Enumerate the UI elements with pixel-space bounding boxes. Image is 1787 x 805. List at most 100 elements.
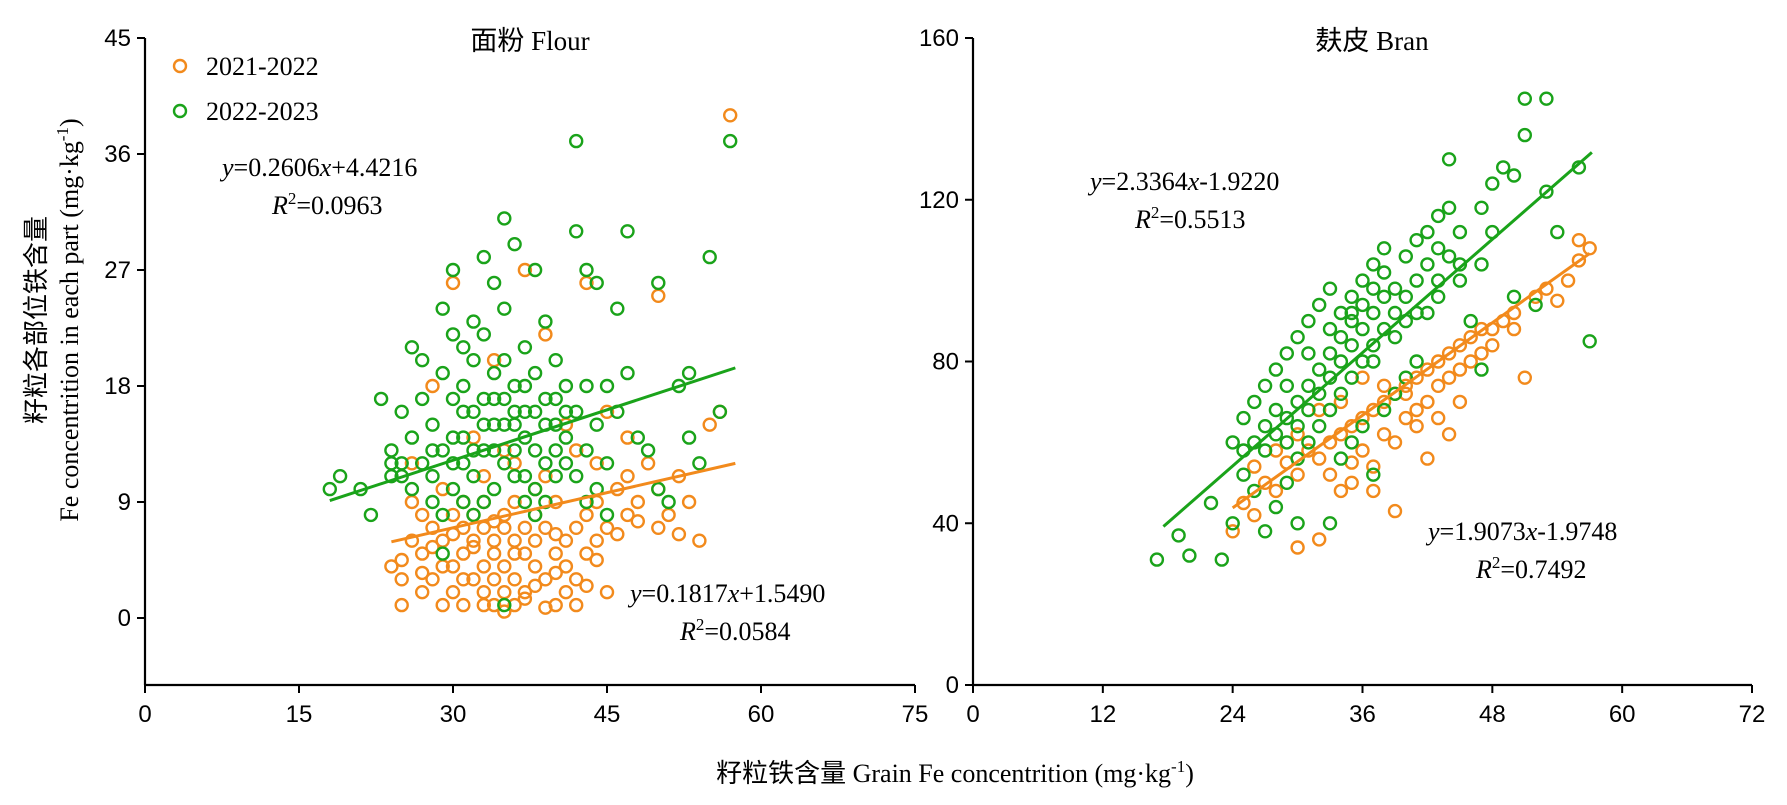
bran-point-2021-2022: [1366, 459, 1381, 474]
flour-point-2021-2022: [456, 546, 471, 561]
bran-point-2022-2023: [1539, 184, 1554, 199]
flour-point-2021-2022: [651, 288, 666, 303]
flour-point-2022-2023: [527, 262, 543, 278]
flour-orange-eq-y: y: [627, 579, 642, 608]
bran-green-r2: R2=0.5513: [1134, 203, 1246, 234]
bran-point-2021-2022: [1430, 410, 1446, 426]
flour-point-2022-2023: [476, 249, 491, 265]
flour-green-eq-rest: +4.4216: [331, 153, 417, 182]
flour-orange-r2-sup: 2: [696, 615, 705, 634]
bran-point-2022-2023: [1420, 257, 1435, 272]
bran-point-2021-2022: [1290, 427, 1305, 442]
flour-orange-r2-r: R: [679, 617, 696, 646]
bran-point-2022-2023: [1430, 241, 1446, 256]
bran-point-2022-2023: [1203, 495, 1219, 511]
bran-point-2022-2023: [1268, 499, 1284, 515]
flour-point-2022-2023: [661, 494, 676, 510]
bran-y-tick-label: 40: [932, 510, 959, 537]
flour-point-2022-2023: [507, 378, 522, 394]
flour-green-r2: R2=0.0963: [271, 189, 383, 220]
bran-point-2022-2023: [1333, 354, 1349, 369]
bran-x-tick-label: 60: [1609, 701, 1636, 728]
flour-point-2022-2023: [640, 443, 656, 458]
bran-point-2022-2023: [1247, 483, 1262, 499]
flour-point-2021-2022: [527, 559, 543, 574]
bran-point-2022-2023: [1387, 386, 1403, 401]
flour-point-2022-2023: [579, 378, 594, 394]
bran-point-2022-2023: [1290, 330, 1305, 345]
bran-point-2021-2022: [1398, 410, 1414, 426]
flour-point-2021-2022: [445, 559, 461, 574]
flour-point-2022-2023: [466, 314, 481, 329]
bran-point-2021-2022: [1517, 370, 1533, 385]
bran-green-eq-rest: -1.9220: [1199, 167, 1279, 196]
flour-point-2021-2022: [548, 565, 563, 581]
bran-point-2021-2022: [1452, 362, 1468, 377]
bran-point-2022-2023: [1441, 152, 1457, 167]
bran-point-2022-2023: [1257, 419, 1273, 434]
flour-axes: 0 9 18 27 36 45 0 15 30 45 60 75: [104, 25, 928, 728]
flour-point-2021-2022: [558, 533, 574, 548]
flour-point-2021-2022: [507, 533, 522, 548]
flour-point-2021-2022: [425, 572, 440, 587]
flour-green-r2-rest: =0.0963: [296, 191, 382, 220]
flour-point-2022-2023: [445, 262, 461, 278]
flour-point-2022-2023: [507, 236, 522, 252]
bran-point-2022-2023: [1366, 305, 1381, 321]
flour-point-2021-2022: [456, 572, 471, 587]
bran-point-2021-2022: [1571, 253, 1587, 268]
flour-point-2022-2023: [517, 378, 533, 394]
flour-green-eq-y: y: [219, 153, 234, 182]
bran-point-2022-2023: [1398, 289, 1414, 304]
bran-x-tick-label: 72: [1739, 701, 1766, 728]
legend-label-2021-2022: 2021-2022: [206, 52, 319, 81]
bran-point-2022-2023: [1257, 524, 1273, 539]
flour-point-2021-2022: [466, 533, 481, 548]
flour-point-2022-2023: [538, 456, 553, 471]
flour-point-2021-2022: [486, 597, 502, 613]
flour-point-2021-2022: [415, 546, 430, 561]
flour-y-tick-label: 36: [104, 141, 131, 168]
flour-point-2022-2023: [527, 365, 543, 381]
bran-point-2022-2023: [1225, 516, 1240, 531]
bran-axes: 0 40 80 120 160 0 12 24 36 48 60 72: [919, 25, 1765, 728]
flour-point-2022-2023: [435, 301, 450, 316]
bran-point-2022-2023: [1344, 305, 1359, 321]
bran-point-2021-2022: [1257, 475, 1273, 490]
bran-point-2022-2023: [1322, 346, 1338, 361]
bran-point-2021-2022: [1366, 483, 1381, 499]
legend-marker-2022-2023: [172, 103, 188, 119]
bran-point-2021-2022: [1333, 483, 1349, 499]
flour-point-2021-2022: [517, 546, 533, 561]
flour-point-2022-2023: [456, 404, 471, 419]
flour-point-2022-2023: [394, 404, 409, 419]
bran-y-tick-label: 0: [946, 672, 959, 699]
flour-point-2022-2023: [579, 262, 594, 278]
bran-point-2022-2023: [1322, 402, 1338, 418]
flour-point-2021-2022: [445, 507, 461, 523]
legend-marker-2021-2022: [172, 58, 188, 74]
flour-point-2022-2023: [517, 494, 533, 510]
bran-point-2021-2022: [1376, 427, 1392, 442]
bran-point-2022-2023: [1474, 257, 1489, 272]
bran-point-2022-2023: [1333, 305, 1349, 321]
flour-point-2021-2022: [569, 572, 584, 587]
flour-point-2021-2022: [507, 572, 522, 587]
flour-x-tick-label: 15: [286, 701, 313, 728]
flour-point-2021-2022: [610, 527, 625, 542]
bran-point-2022-2023: [1409, 354, 1424, 369]
bran-point-2021-2022: [1485, 338, 1500, 353]
flour-point-2021-2022: [486, 533, 502, 548]
bran-point-2022-2023: [1257, 378, 1273, 393]
flour-green-eq-x: x: [319, 153, 332, 182]
flour-point-2022-2023: [651, 275, 666, 291]
flour-point-2022-2023: [435, 546, 450, 561]
flour-point-2022-2023: [558, 378, 574, 394]
flour-green-r2-sup: 2: [288, 189, 297, 208]
flour-point-2022-2023: [445, 327, 461, 342]
bran-point-2022-2023: [1301, 346, 1316, 361]
bran-green-r2-rest: =0.5513: [1159, 205, 1245, 234]
bran-point-2022-2023: [1322, 516, 1338, 531]
flour-point-2021-2022: [404, 533, 420, 548]
